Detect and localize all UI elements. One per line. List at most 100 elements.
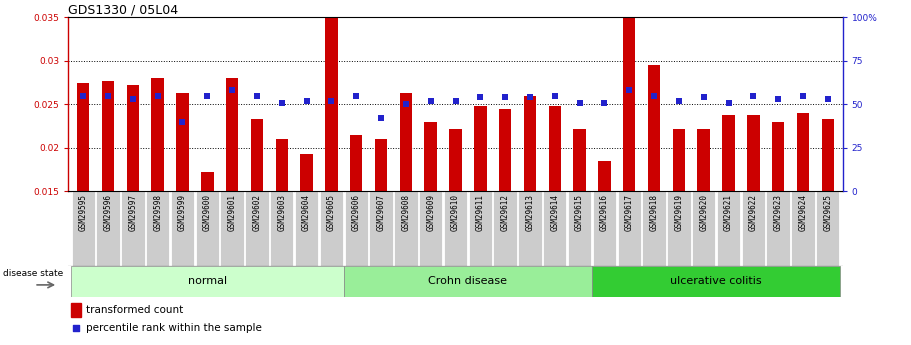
Text: GSM29610: GSM29610: [451, 194, 460, 231]
FancyBboxPatch shape: [72, 191, 95, 266]
Text: disease state: disease state: [4, 269, 64, 278]
Text: GSM29611: GSM29611: [476, 194, 485, 231]
Bar: [275, 139, 288, 322]
Text: GSM29600: GSM29600: [203, 194, 212, 231]
Point: [225, 88, 240, 93]
FancyBboxPatch shape: [593, 191, 616, 266]
Point: [647, 93, 661, 98]
Text: GSM29616: GSM29616: [600, 194, 609, 231]
Point: [746, 93, 761, 98]
Bar: [698, 129, 710, 322]
Text: GSM29615: GSM29615: [575, 194, 584, 231]
Text: GSM29612: GSM29612: [501, 194, 509, 231]
Bar: [772, 122, 784, 322]
Bar: [672, 129, 685, 322]
FancyBboxPatch shape: [792, 191, 814, 266]
FancyBboxPatch shape: [692, 191, 715, 266]
Point: [274, 100, 289, 105]
FancyBboxPatch shape: [97, 191, 119, 266]
FancyBboxPatch shape: [344, 191, 368, 266]
FancyBboxPatch shape: [717, 191, 740, 266]
Bar: [548, 106, 561, 322]
Bar: [648, 65, 660, 322]
FancyBboxPatch shape: [766, 191, 790, 266]
FancyBboxPatch shape: [543, 191, 567, 266]
Point: [771, 96, 785, 102]
Bar: [374, 139, 387, 322]
FancyBboxPatch shape: [618, 191, 641, 266]
FancyBboxPatch shape: [245, 191, 269, 266]
FancyBboxPatch shape: [444, 191, 467, 266]
FancyBboxPatch shape: [121, 191, 145, 266]
Text: GSM29625: GSM29625: [824, 194, 833, 231]
FancyBboxPatch shape: [494, 191, 517, 266]
Bar: [449, 129, 462, 322]
Text: GSM29602: GSM29602: [252, 194, 261, 231]
Text: GSM29623: GSM29623: [773, 194, 783, 231]
Bar: [127, 85, 139, 322]
Bar: [524, 96, 537, 322]
Point: [76, 93, 90, 98]
Bar: [77, 82, 89, 322]
Point: [597, 100, 611, 105]
FancyBboxPatch shape: [146, 191, 169, 266]
Text: GSM29599: GSM29599: [178, 194, 187, 231]
Text: normal: normal: [188, 276, 227, 286]
Text: GDS1330 / 05L04: GDS1330 / 05L04: [68, 3, 179, 16]
Text: GSM29597: GSM29597: [128, 194, 138, 231]
FancyBboxPatch shape: [468, 191, 492, 266]
Text: GSM29598: GSM29598: [153, 194, 162, 231]
Text: GSM29607: GSM29607: [376, 194, 385, 231]
Point: [175, 119, 189, 125]
Text: GSM29603: GSM29603: [277, 194, 286, 231]
Text: GSM29609: GSM29609: [426, 194, 435, 231]
FancyBboxPatch shape: [369, 191, 393, 266]
Text: GSM29614: GSM29614: [550, 194, 559, 231]
Point: [399, 101, 414, 107]
Point: [300, 98, 314, 104]
Point: [622, 88, 637, 93]
Text: GSM29613: GSM29613: [526, 194, 535, 231]
Point: [324, 98, 339, 104]
Bar: [573, 129, 586, 322]
Point: [200, 93, 215, 98]
Point: [572, 100, 587, 105]
Point: [448, 98, 463, 104]
Bar: [499, 109, 511, 322]
Point: [101, 93, 116, 98]
Text: GSM29604: GSM29604: [302, 194, 311, 231]
Bar: [151, 78, 164, 322]
Text: GSM29622: GSM29622: [749, 194, 758, 231]
Point: [424, 98, 438, 104]
FancyBboxPatch shape: [220, 191, 244, 266]
Point: [795, 93, 810, 98]
FancyBboxPatch shape: [171, 191, 194, 266]
Text: Crohn disease: Crohn disease: [428, 276, 507, 286]
Text: GSM29621: GSM29621: [724, 194, 733, 231]
Point: [696, 95, 711, 100]
FancyBboxPatch shape: [742, 191, 765, 266]
Point: [374, 116, 388, 121]
Bar: [623, 17, 636, 322]
Bar: [325, 17, 338, 322]
Text: GSM29617: GSM29617: [625, 194, 634, 231]
FancyBboxPatch shape: [642, 191, 666, 266]
Bar: [102, 81, 114, 322]
Bar: [71, 303, 81, 317]
Text: GSM29618: GSM29618: [650, 194, 659, 231]
Text: GSM29596: GSM29596: [104, 194, 113, 231]
Text: GSM29601: GSM29601: [228, 194, 237, 231]
Point: [821, 96, 835, 102]
Text: percentile rank within the sample: percentile rank within the sample: [86, 323, 261, 333]
FancyBboxPatch shape: [394, 191, 417, 266]
FancyBboxPatch shape: [592, 266, 840, 297]
Point: [250, 93, 264, 98]
Text: GSM29624: GSM29624: [798, 194, 807, 231]
Text: ulcerative colitis: ulcerative colitis: [670, 276, 762, 286]
Bar: [822, 119, 834, 322]
Bar: [474, 106, 486, 322]
Point: [671, 98, 686, 104]
FancyBboxPatch shape: [816, 191, 839, 266]
Point: [523, 95, 537, 100]
Point: [349, 93, 363, 98]
